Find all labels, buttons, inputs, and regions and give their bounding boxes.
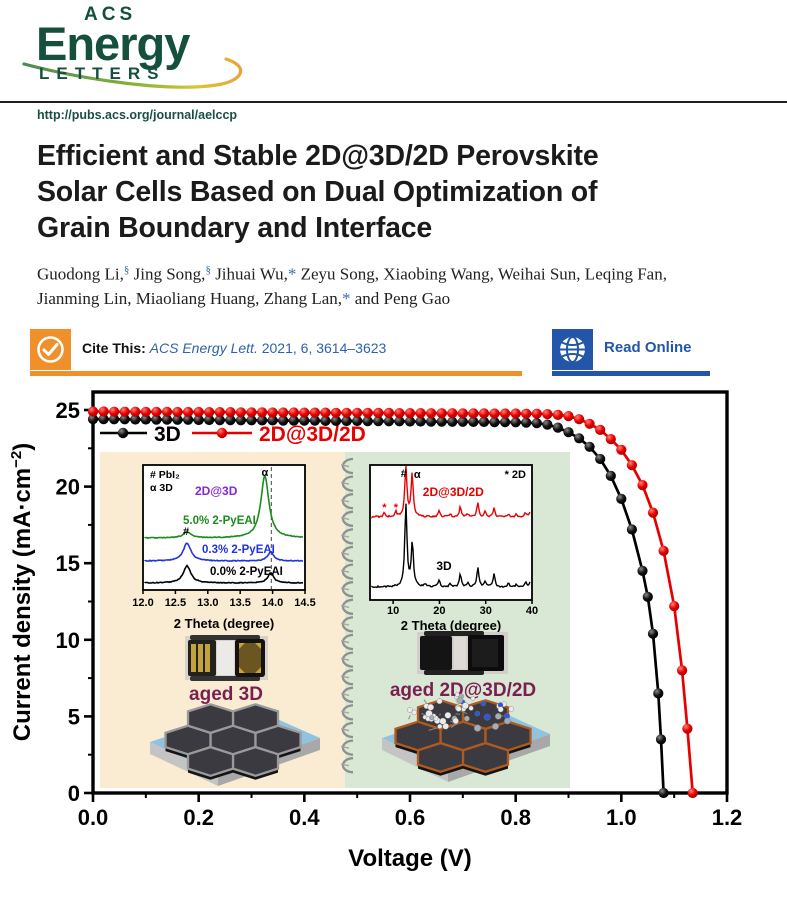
inset-left-tick: 13.5 xyxy=(229,597,250,609)
legend-label-2d3d2d: 2D@3D/2D xyxy=(259,423,366,446)
legend-marker-2d3d2d xyxy=(216,427,228,439)
cite-journal: ACS Energy Lett. xyxy=(149,340,258,356)
toc-figure: 12.0 12.5 13.0 13.5 14.0 14.5 2 Theta (degree)… xyxy=(0,378,787,900)
x-axis-title: Voltage (V) xyxy=(348,845,472,872)
x-tick-label: 0.0 xyxy=(78,805,109,830)
header-rule xyxy=(0,101,787,103)
y-tick-label: 0 xyxy=(68,781,80,806)
inset-left-2d3d-label: 2D@3D xyxy=(195,484,238,498)
legend-label-3d: 3D xyxy=(154,423,181,446)
xrd-curve-002PyEAI xyxy=(144,564,303,584)
check-icon xyxy=(30,329,71,370)
x-tick-label: 0.2 xyxy=(183,805,214,830)
read-online-badge[interactable]: Read Online xyxy=(552,329,710,376)
spiral-binding xyxy=(340,457,354,774)
article-title: Efficient and Stable 2D@3D/2D Perovskite… xyxy=(37,138,767,246)
inset-right-tick: 10 xyxy=(387,605,399,617)
y-tick-label: 20 xyxy=(56,475,80,500)
inset-left-series03-label: 0.3% 2-PyEAI xyxy=(202,544,275,556)
inset-left-pbi2-label: # PbI₂ xyxy=(150,469,180,481)
legend-marker-3d xyxy=(117,427,129,439)
inset-right-tick: 30 xyxy=(480,605,492,617)
molecule-layer xyxy=(407,692,515,732)
jv-legend: 3D 2D@3D/2D xyxy=(100,423,366,446)
inset-left-tick: 12.0 xyxy=(132,597,153,609)
inset-left-tick: 14.0 xyxy=(262,597,283,609)
jv-series-3d xyxy=(87,414,669,799)
inset-left-tick: 13.0 xyxy=(197,597,218,609)
inset-right-star-1: * xyxy=(382,502,387,514)
xrd-curve-2d3d2d xyxy=(371,465,531,519)
y-tick-label: 10 xyxy=(56,628,80,653)
cite-text: Cite This: ACS Energy Lett. 2021, 6, 361… xyxy=(82,340,386,356)
inset-left-tick: 12.5 xyxy=(165,597,186,609)
author-line-2: Jianming Lin, Miaoliang Huang, Zhang Lan… xyxy=(37,288,451,308)
globe-icon xyxy=(552,329,593,370)
cite-underline-bar xyxy=(30,371,522,376)
xrd-curve-3d xyxy=(371,503,531,589)
y-tick-label: 15 xyxy=(56,551,80,576)
x-tick-label: 0.8 xyxy=(500,805,531,830)
author-line-1: Guodong Li,§ Jing Song,§ Jihuai Wu,* Zey… xyxy=(37,264,667,284)
inset-right-star2d-label: * 2D xyxy=(505,469,526,481)
inset-right-tick: 20 xyxy=(433,605,445,617)
title-line-2: Solar Cells Based on Dual Optimization o… xyxy=(37,176,598,208)
y-tick-label: 25 xyxy=(56,398,80,423)
inset-right-tick: 40 xyxy=(526,605,538,617)
inset-right-star-2: * xyxy=(394,502,399,514)
x-tick-label: 0.6 xyxy=(395,805,426,830)
grain-illustration-2d3d2d xyxy=(382,692,550,782)
title-line-1: Efficient and Stable 2D@3D/2D Perovskite xyxy=(37,140,599,172)
logo-swoosh xyxy=(22,57,243,89)
cite-label: Cite This: xyxy=(82,340,146,356)
inset-left-alpha-mark: α xyxy=(261,467,268,479)
jv-chart: 12.0 12.5 13.0 13.5 14.0 14.5 2 Theta (degree)… xyxy=(8,390,743,872)
y-axis-title: Current density (mA·cm−2) xyxy=(8,443,36,741)
logo-energy: Energy xyxy=(36,17,190,70)
inset-right-alpha-mark: α xyxy=(414,469,421,481)
inset-xrd-right: 10 20 30 40 2 Theta (degree) # α * 2D * * 2D@3D/2D… xyxy=(369,464,538,633)
jv-series-2d3d2d xyxy=(87,406,698,799)
read-online-label: Read Online xyxy=(604,339,692,356)
inset-right-hash-mark: # xyxy=(401,468,407,480)
inset-xrd-left: 12.0 12.5 13.0 13.5 14.0 14.5 2 Theta (degree)… xyxy=(132,464,316,631)
inset-right-xlabel: 2 Theta (degree) xyxy=(401,618,501,633)
aged-2d3d2d-caption: aged 2D@3D/2D xyxy=(390,680,536,701)
cite-this-badge[interactable]: Cite This: ACS Energy Lett. 2021, 6, 361… xyxy=(30,329,522,376)
aged-device-photos: aged 3D aged 2D@3D/2D xyxy=(185,631,536,705)
author-list: Guodong Li,§ Jing Song,§ Jihuai Wu,* Zey… xyxy=(37,258,777,311)
inset-right-3d-label: 3D xyxy=(436,559,452,573)
x-tick-label: 1.2 xyxy=(712,805,743,830)
inset-left-series00-label: 0.0% 2-PyEAI xyxy=(210,566,283,578)
jv-axes: 0 5 10 15 20 25 0.0 0.2 0.4 0.6 0.8 1.0 1.2 Voltage (… xyxy=(8,390,743,872)
read-online-underline-bar xyxy=(552,371,710,376)
logo-acs: ACS xyxy=(84,4,137,25)
acs-energy-letters-logo: ACS Energy LETTERS xyxy=(22,2,276,102)
inset-left-alpha3d-label: α 3D xyxy=(150,482,173,494)
inset-left-xlabel: 2 Theta (degree) xyxy=(174,616,274,631)
inset-left-tick: 14.5 xyxy=(294,597,315,609)
aged-3d-caption: aged 3D xyxy=(189,684,263,705)
title-line-3: Grain Boundary and Interface xyxy=(37,212,433,244)
cite-reference: 2021, 6, 3614–3623 xyxy=(257,340,387,356)
xrd-curve-032PyEAI xyxy=(144,542,303,563)
inset-right-2d3d2d-label: 2D@3D/2D xyxy=(423,485,484,499)
logo-letters: LETTERS xyxy=(39,64,166,83)
x-tick-label: 0.4 xyxy=(289,805,320,830)
x-tick-label: 1.0 xyxy=(606,805,637,830)
inset-left-series5-label: 5.0% 2-PyEAI xyxy=(183,515,256,527)
xrd-curve-502PyEAI xyxy=(144,473,304,540)
inset-left-hash-mark: # xyxy=(183,526,189,538)
y-tick-label: 5 xyxy=(68,704,80,729)
grain-illustration-3d xyxy=(150,703,320,786)
journal-url-link[interactable]: http://pubs.acs.org/journal/aelccp xyxy=(37,108,238,122)
